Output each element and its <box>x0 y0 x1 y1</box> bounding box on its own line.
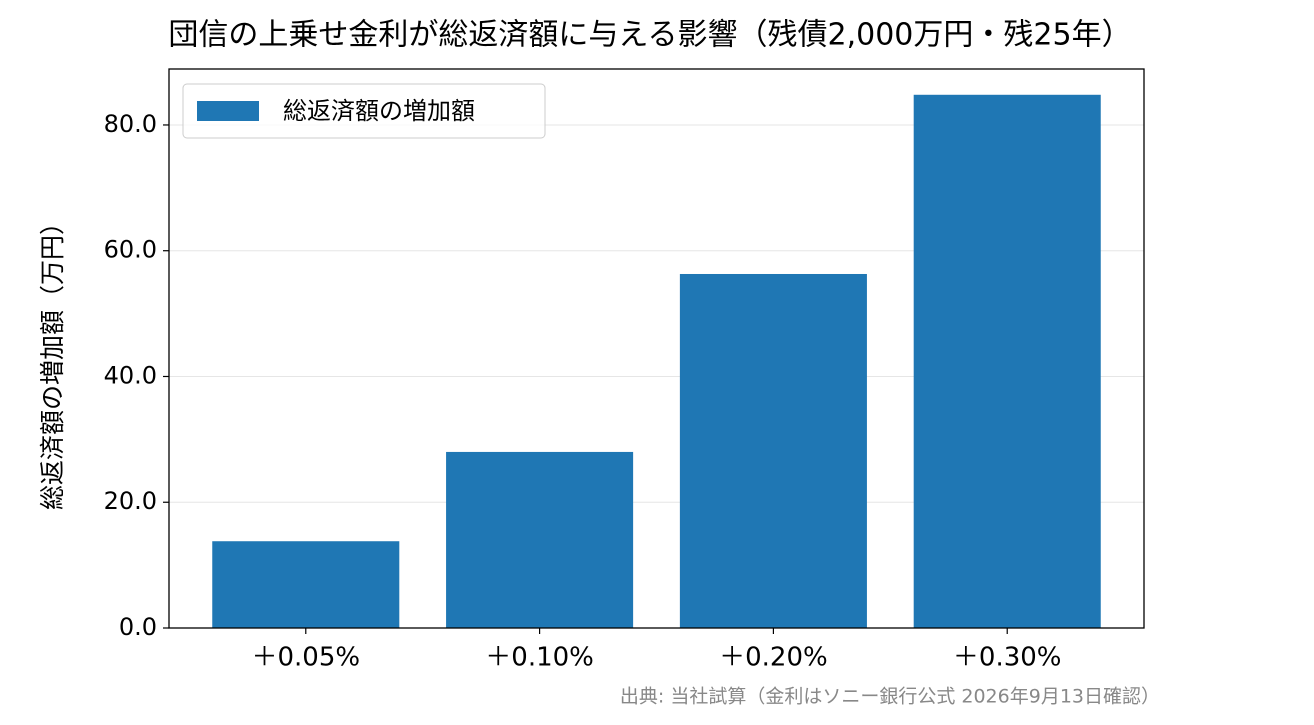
y-tick-label: 80.0 <box>104 110 157 138</box>
source-note: 出典: 当社試算（金利はソニー銀行公式 2026年9月13日確認） <box>620 686 1160 708</box>
y-tick-label: 60.0 <box>104 236 157 264</box>
plot-frame <box>168 68 1145 629</box>
y-axis-label: 総返済額の増加額（万円） <box>38 210 67 510</box>
y-tick-label: 0.0 <box>119 613 157 641</box>
x-tick-label: ＋0.05% <box>251 643 360 673</box>
legend-swatch <box>197 101 259 121</box>
legend-label: 総返済額の増加額 <box>283 97 475 125</box>
x-tick-label: ＋0.10% <box>485 643 594 673</box>
chart-title: 団信の上乗せ金利が総返済額に与える影響（残債2,000万円・残25年） <box>168 18 1131 53</box>
legend-box <box>182 83 546 139</box>
bar <box>212 541 400 628</box>
y-tick-label: 40.0 <box>104 361 157 389</box>
bar <box>679 273 867 628</box>
y-tick-label: 20.0 <box>104 487 157 515</box>
x-tick-label: ＋0.30% <box>953 643 1062 673</box>
bar <box>913 94 1101 629</box>
bar <box>446 451 634 628</box>
x-tick-label: ＋0.20% <box>719 643 828 673</box>
